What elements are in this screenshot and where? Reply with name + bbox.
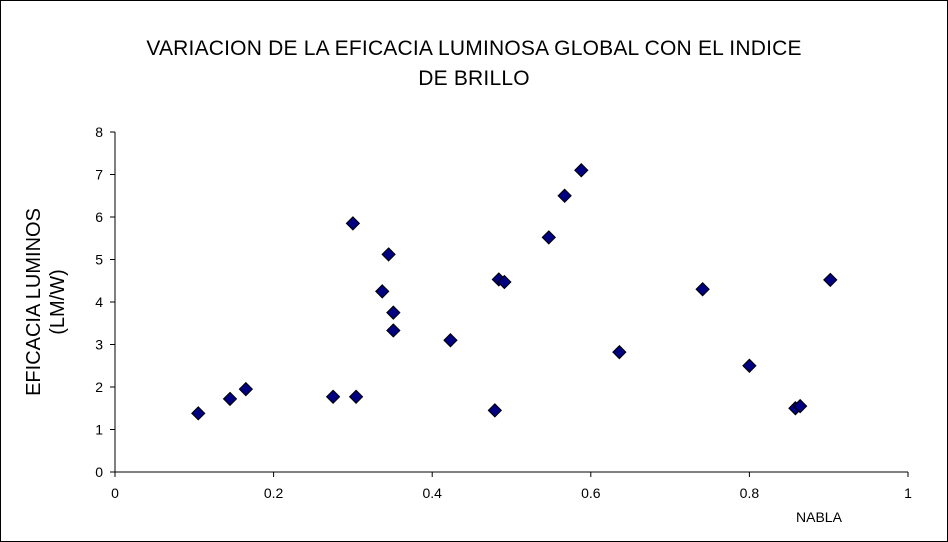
- chart-title-line-1: VARIACION DE LA EFICACIA LUMINOSA GLOBAL…: [146, 37, 802, 60]
- y-tick-label: 5: [95, 252, 103, 268]
- data-point: [348, 389, 364, 404]
- x-tick-label: 1: [904, 485, 912, 501]
- data-point: [191, 406, 206, 421]
- y-tick-label: 6: [95, 209, 103, 225]
- x-tick-label: 0.8: [740, 485, 760, 501]
- data-point: [238, 381, 254, 397]
- data-point: [443, 333, 458, 348]
- data-point: [612, 344, 627, 360]
- data-point: [386, 305, 401, 320]
- y-tick-label: 0: [95, 464, 103, 480]
- x-tick-label: 0.4: [422, 485, 442, 501]
- data-point: [381, 247, 396, 262]
- y-axis-title: EFICACIA LUMINOS (LM/W): [23, 208, 69, 396]
- data-point: [823, 272, 838, 288]
- data-point: [742, 358, 757, 373]
- x-axis-title: NABLA: [796, 509, 843, 525]
- data-point: [375, 284, 390, 299]
- data-point: [792, 398, 808, 414]
- y-tick-label: 2: [95, 379, 103, 395]
- chart-title-line-2: DE BRILLO: [418, 67, 530, 90]
- data-point: [386, 323, 401, 338]
- y-axis-title-line-2: (LM/W): [47, 269, 69, 335]
- x-tick-label: 0.6: [581, 485, 601, 501]
- data-point: [541, 230, 556, 245]
- y-tick-label: 4: [95, 294, 103, 310]
- data-point: [487, 403, 503, 418]
- data-point: [222, 391, 238, 407]
- y-axis-title-line-1: EFICACIA LUMINOS: [23, 208, 45, 396]
- data-point: [695, 282, 710, 297]
- data-point: [497, 274, 512, 290]
- data-point: [574, 163, 589, 178]
- y-tick-label: 7: [95, 167, 103, 183]
- data-point: [325, 389, 341, 404]
- y-tick-label: 3: [95, 337, 103, 353]
- data-point: [557, 188, 572, 203]
- y-tick-label: 8: [95, 124, 103, 140]
- x-tick-label: 0.2: [264, 485, 284, 501]
- x-tick-label: 0: [111, 485, 119, 501]
- data-point: [345, 216, 361, 231]
- y-tick-label: 1: [95, 422, 103, 438]
